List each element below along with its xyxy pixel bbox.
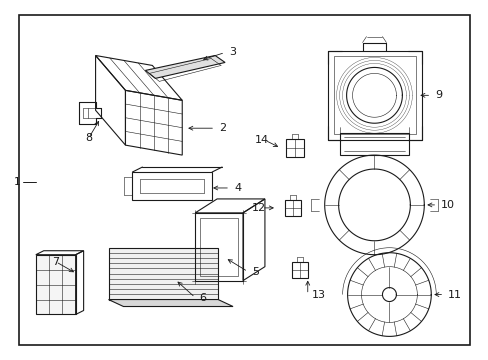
Text: 3: 3 [228, 48, 236, 58]
Text: 1: 1 [14, 177, 21, 187]
Polygon shape [108, 300, 233, 306]
Text: 2: 2 [219, 123, 226, 133]
Polygon shape [145, 55, 224, 78]
Text: 14: 14 [254, 135, 268, 145]
Polygon shape [108, 248, 218, 300]
Text: 8: 8 [85, 133, 92, 143]
Text: 4: 4 [234, 183, 241, 193]
Text: 10: 10 [440, 200, 454, 210]
Text: 7: 7 [53, 257, 60, 267]
Text: 9: 9 [434, 90, 442, 100]
Polygon shape [36, 255, 76, 315]
Text: 5: 5 [251, 267, 259, 276]
Text: 13: 13 [311, 289, 325, 300]
Text: 12: 12 [251, 203, 265, 213]
Text: 11: 11 [447, 289, 461, 300]
Text: 6: 6 [199, 293, 206, 302]
